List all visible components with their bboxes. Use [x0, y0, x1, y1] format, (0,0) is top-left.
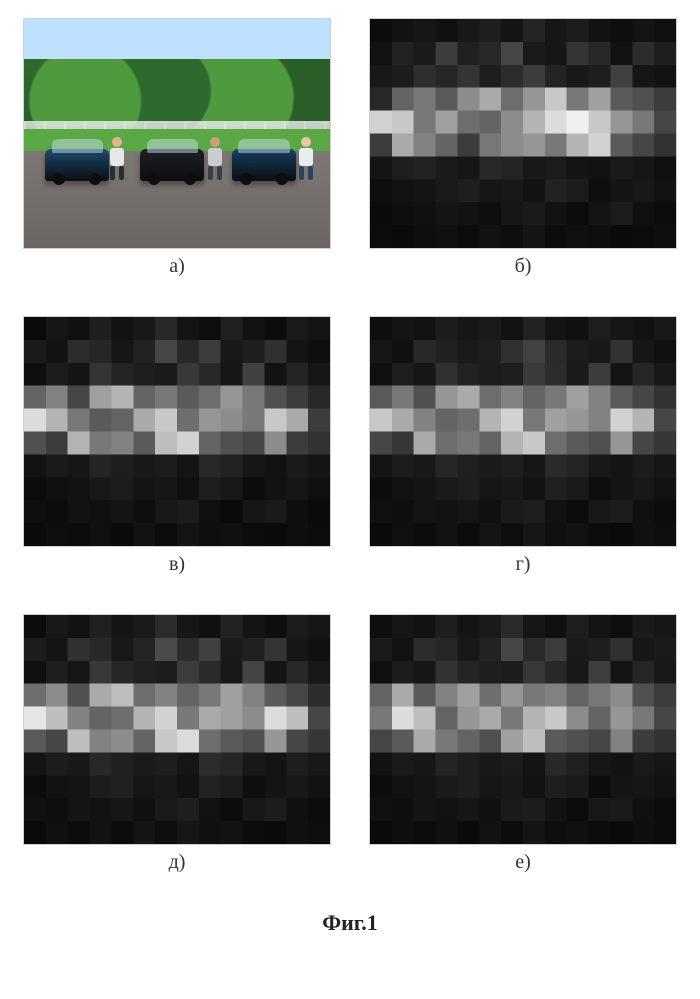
- photo-trees: [24, 59, 330, 129]
- panel-d-caption: д): [169, 851, 186, 874]
- pixel-canvas-v: [24, 317, 330, 546]
- figure-caption: Фиг.1: [18, 910, 682, 936]
- photo-person: [208, 137, 222, 181]
- panel-g: г): [364, 316, 682, 604]
- panel-g-image: [369, 316, 677, 547]
- pixel-canvas-e: [370, 615, 676, 844]
- panel-b-image: [369, 18, 677, 249]
- panel-b-caption: б): [515, 255, 532, 278]
- panel-b: б): [364, 18, 682, 306]
- figure-page: а) б) в) г) д): [0, 0, 700, 999]
- photo-person: [110, 137, 124, 181]
- photo-car: [45, 149, 109, 181]
- panel-e: е): [364, 614, 682, 902]
- panel-e-caption: е): [515, 851, 531, 874]
- photo-car: [140, 149, 204, 181]
- figure-grid: а) б) в) г) д): [18, 18, 682, 902]
- panel-d-image: [23, 614, 331, 845]
- panel-g-caption: г): [516, 553, 531, 576]
- panel-v-image: [23, 316, 331, 547]
- panel-v: в): [18, 316, 336, 604]
- panel-a-caption: а): [169, 255, 185, 278]
- photo-car: [232, 149, 296, 181]
- panel-d: д): [18, 614, 336, 902]
- panel-a-image: [23, 18, 331, 249]
- photo-sky: [24, 19, 330, 59]
- pixel-canvas-d: [24, 615, 330, 844]
- photo-scene: [24, 19, 330, 248]
- panel-a: а): [18, 18, 336, 306]
- pixel-canvas-g: [370, 317, 676, 546]
- panel-v-caption: в): [169, 553, 185, 576]
- pixel-canvas-b: [370, 19, 676, 248]
- photo-person: [299, 137, 313, 181]
- panel-e-image: [369, 614, 677, 845]
